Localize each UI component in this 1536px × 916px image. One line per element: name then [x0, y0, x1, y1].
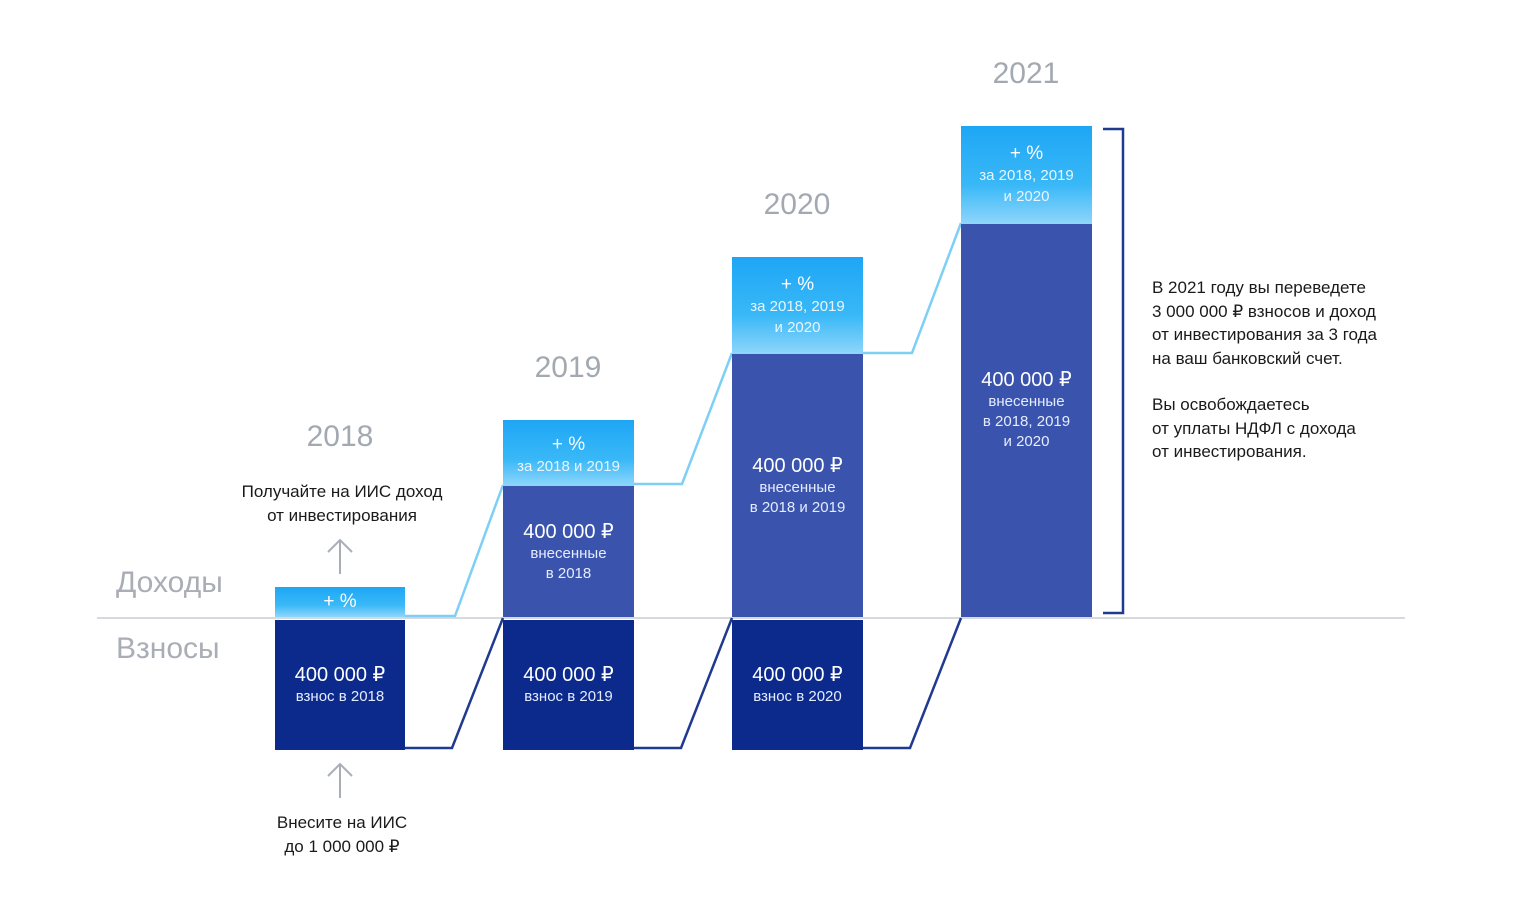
deposit-note: Внесите на ИИС до 1 000 000 ₽	[200, 811, 484, 859]
interest-label: + %	[780, 273, 815, 295]
zone-label-income: Доходы	[116, 566, 223, 599]
contribution-label: взнос в 2019	[524, 688, 613, 705]
interest-years: за 2018, 2019	[750, 297, 845, 315]
accumulated-label: внесенные	[759, 478, 836, 496]
accumulated-amount: 400 000 ₽	[523, 520, 614, 543]
contribution-block: 400 000 ₽ взнос в 2018	[275, 620, 405, 750]
accumulated-label: внесенные	[988, 392, 1065, 410]
summary-text: В 2021 году вы переведете 3 000 000 ₽ вз…	[1152, 276, 1452, 464]
interest-block: + % за 2018, 2019 и 2020	[961, 126, 1092, 224]
interest-label: + %	[323, 591, 357, 612]
accumulated-years: в 2018	[545, 564, 592, 582]
connector-dark-3	[863, 617, 963, 750]
interest-years: и 2020	[1003, 188, 1050, 205]
year-label: 2019	[534, 351, 602, 384]
connector-dark-2	[634, 617, 734, 750]
contribution-label: взнос в 2020	[753, 688, 842, 705]
summary-line: на ваш банковский счет.	[1152, 348, 1343, 368]
accumulated-years: в 2018, 2019	[982, 412, 1071, 430]
income-note: Получайте на ИИС доход от инвестирования	[200, 480, 484, 528]
accumulated-amount: 400 000 ₽	[752, 454, 843, 477]
interest-label: + %	[1009, 143, 1044, 164]
zone-label-contributions: Взносы	[116, 632, 220, 665]
total-bracket	[1103, 127, 1125, 615]
interest-years: и 2020	[774, 318, 821, 336]
summary-line: В 2021 году вы переведете	[1152, 278, 1366, 297]
accumulated-label: внесенные	[530, 544, 607, 562]
income-note-line: Получайте на ИИС доход	[241, 482, 443, 501]
connector-light-2	[634, 352, 734, 486]
connector-light-3	[863, 222, 963, 355]
summary-line: от инвестирования.	[1152, 442, 1307, 461]
summary-line: Вы освобождаетесь	[1152, 395, 1310, 414]
interest-block: + %	[275, 587, 405, 617]
accumulated-years: в 2018 и 2019	[749, 498, 846, 516]
deposit-note-line: Внесите на ИИС	[276, 813, 408, 832]
interest-years: за 2018 и 2019	[517, 457, 620, 475]
deposit-note-line: до 1 000 000 ₽	[284, 837, 400, 856]
summary-line: от инвестирования за 3 года	[1152, 325, 1378, 344]
income-note-line: от инвестирования	[267, 506, 417, 525]
summary-line: 3 000 000 ₽ взносов и доход	[1152, 301, 1376, 321]
contribution-amount: 400 000 ₽	[294, 664, 386, 686]
contribution-amount: 400 000 ₽	[752, 664, 843, 686]
interest-block: + % за 2018 и 2019	[503, 420, 634, 486]
accumulated-block: 400 000 ₽ внесенные в 2018, 2019 и 2020	[961, 224, 1092, 617]
contribution-block: 400 000 ₽ взнос в 2019	[503, 620, 634, 750]
accumulated-block: 400 000 ₽ внесенные в 2018 и 2019	[732, 354, 863, 617]
connector-light-1	[405, 484, 505, 618]
accumulated-block: 400 000 ₽ внесенные в 2018	[503, 486, 634, 617]
year-label: 2021	[992, 57, 1060, 90]
interest-years: за 2018, 2019	[979, 167, 1074, 184]
connector-dark-1	[405, 617, 505, 750]
contribution-block: 400 000 ₽ взнос в 2020	[732, 620, 863, 750]
accumulated-amount: 400 000 ₽	[981, 368, 1072, 391]
year-label: 2018	[306, 420, 374, 453]
contribution-amount: 400 000 ₽	[523, 664, 614, 686]
interest-label: + %	[551, 433, 586, 455]
arrow-up-icon	[327, 762, 353, 798]
interest-block: + % за 2018, 2019 и 2020	[732, 257, 863, 354]
contribution-label: взнос в 2018	[295, 688, 385, 705]
arrow-up-icon	[327, 538, 353, 574]
summary-line: от уплаты НДФЛ с дохода	[1152, 418, 1356, 438]
accumulated-years: и 2020	[1003, 432, 1050, 450]
year-label: 2020	[763, 188, 831, 221]
